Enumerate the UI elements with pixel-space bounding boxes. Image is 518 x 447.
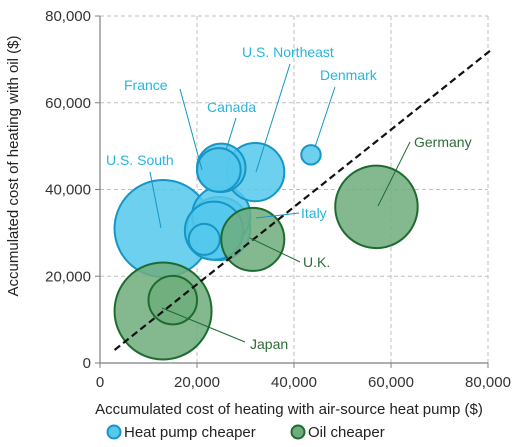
data-label: Italy (301, 205, 327, 221)
leader-line (149, 171, 162, 229)
y-tick-label: 60,000 (45, 95, 91, 112)
leader-line (255, 63, 291, 173)
data-label: U.S. South (106, 152, 174, 168)
bubbles (113, 142, 419, 361)
x-axis-label: Accumulated cost of heating with air-sou… (95, 401, 483, 418)
axes: 0 20,000 40,000 60,000 80,000 0 20,000 40,000 60… (45, 8, 511, 391)
legend-swatch (290, 424, 306, 440)
data-label: Japan (250, 336, 288, 352)
leader-line (377, 141, 411, 207)
bubble (300, 144, 322, 166)
leader-line (179, 88, 203, 171)
legend: Heat pump cheaper Oil cheaper (106, 424, 385, 441)
x-tick-label: 20,000 (174, 374, 220, 391)
y-tick-label: 40,000 (45, 182, 91, 199)
grid (100, 15, 489, 363)
leader-line (255, 212, 300, 219)
data-label: Germany (414, 134, 472, 150)
data-label: France (124, 77, 168, 93)
bubble (334, 164, 419, 250)
leader-line (161, 307, 246, 343)
x-tick-label: 0 (96, 374, 104, 391)
y-tick-label: 0 (83, 355, 91, 372)
y-tick-label: 80,000 (45, 8, 91, 25)
data-label: U.S. Northeast (242, 44, 334, 60)
bubble (196, 147, 242, 193)
bubble (147, 274, 198, 326)
leader-line (314, 86, 336, 148)
data-label: Denmark (320, 67, 378, 83)
legend-swatch (106, 424, 122, 440)
x-tick-label: 60,000 (368, 374, 414, 391)
legend-label: Heat pump cheaper (124, 424, 256, 441)
data-label: Canada (207, 99, 256, 115)
x-tick-label: 80,000 (465, 374, 511, 391)
parity-line (113, 47, 494, 351)
parity-line-group (113, 47, 494, 351)
y-axis-label: Accumulated cost of heating with oil ($) (5, 36, 22, 297)
leader-line (225, 117, 237, 151)
leader-line (249, 237, 301, 263)
x-tick-label: 40,000 (271, 374, 317, 391)
bubble (187, 222, 221, 256)
annotations: U.S. South Italy Canada U.S. Northeast Denma… (106, 44, 472, 352)
legend-label: Oil cheaper (308, 424, 385, 441)
data-label: U.K. (303, 254, 330, 270)
y-tick-label: 20,000 (45, 268, 91, 285)
